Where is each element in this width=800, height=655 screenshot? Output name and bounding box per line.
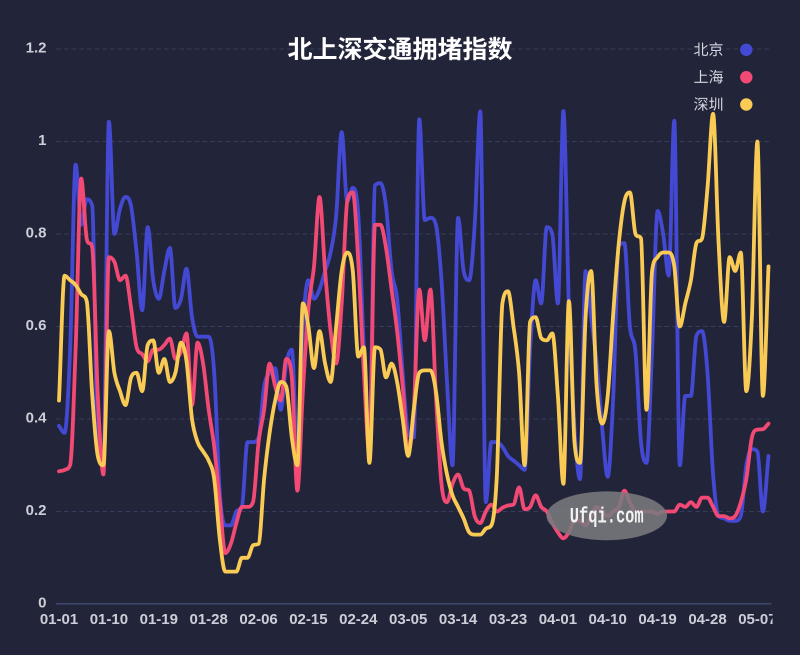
svg-text:Ufqi.com: Ufqi.com — [570, 505, 644, 530]
svg-text:04-19: 04-19 — [638, 611, 676, 628]
svg-text:02-15: 02-15 — [289, 611, 327, 628]
svg-text:0: 0 — [38, 595, 46, 612]
svg-text:01-10: 01-10 — [90, 611, 128, 628]
svg-text:01-01: 01-01 — [40, 611, 78, 628]
svg-text:04-01: 04-01 — [539, 611, 577, 628]
svg-text:03-05: 03-05 — [389, 611, 427, 628]
svg-text:05-07: 05-07 — [738, 611, 776, 628]
svg-text:1: 1 — [38, 132, 46, 149]
svg-text:01-19: 01-19 — [140, 611, 178, 628]
svg-text:02-06: 02-06 — [239, 611, 277, 628]
svg-text:0.2: 0.2 — [26, 502, 47, 519]
svg-text:04-10: 04-10 — [589, 611, 627, 628]
svg-text:0.8: 0.8 — [26, 225, 47, 242]
svg-text:01-28: 01-28 — [190, 611, 228, 628]
svg-text:03-23: 03-23 — [489, 611, 527, 628]
svg-text:1.2: 1.2 — [26, 40, 47, 57]
svg-text:0.4: 0.4 — [26, 410, 48, 427]
svg-text:03-14: 03-14 — [439, 611, 478, 628]
svg-text:0.6: 0.6 — [26, 317, 47, 334]
svg-text:02-24: 02-24 — [339, 611, 378, 628]
svg-text:04-28: 04-28 — [688, 611, 726, 628]
